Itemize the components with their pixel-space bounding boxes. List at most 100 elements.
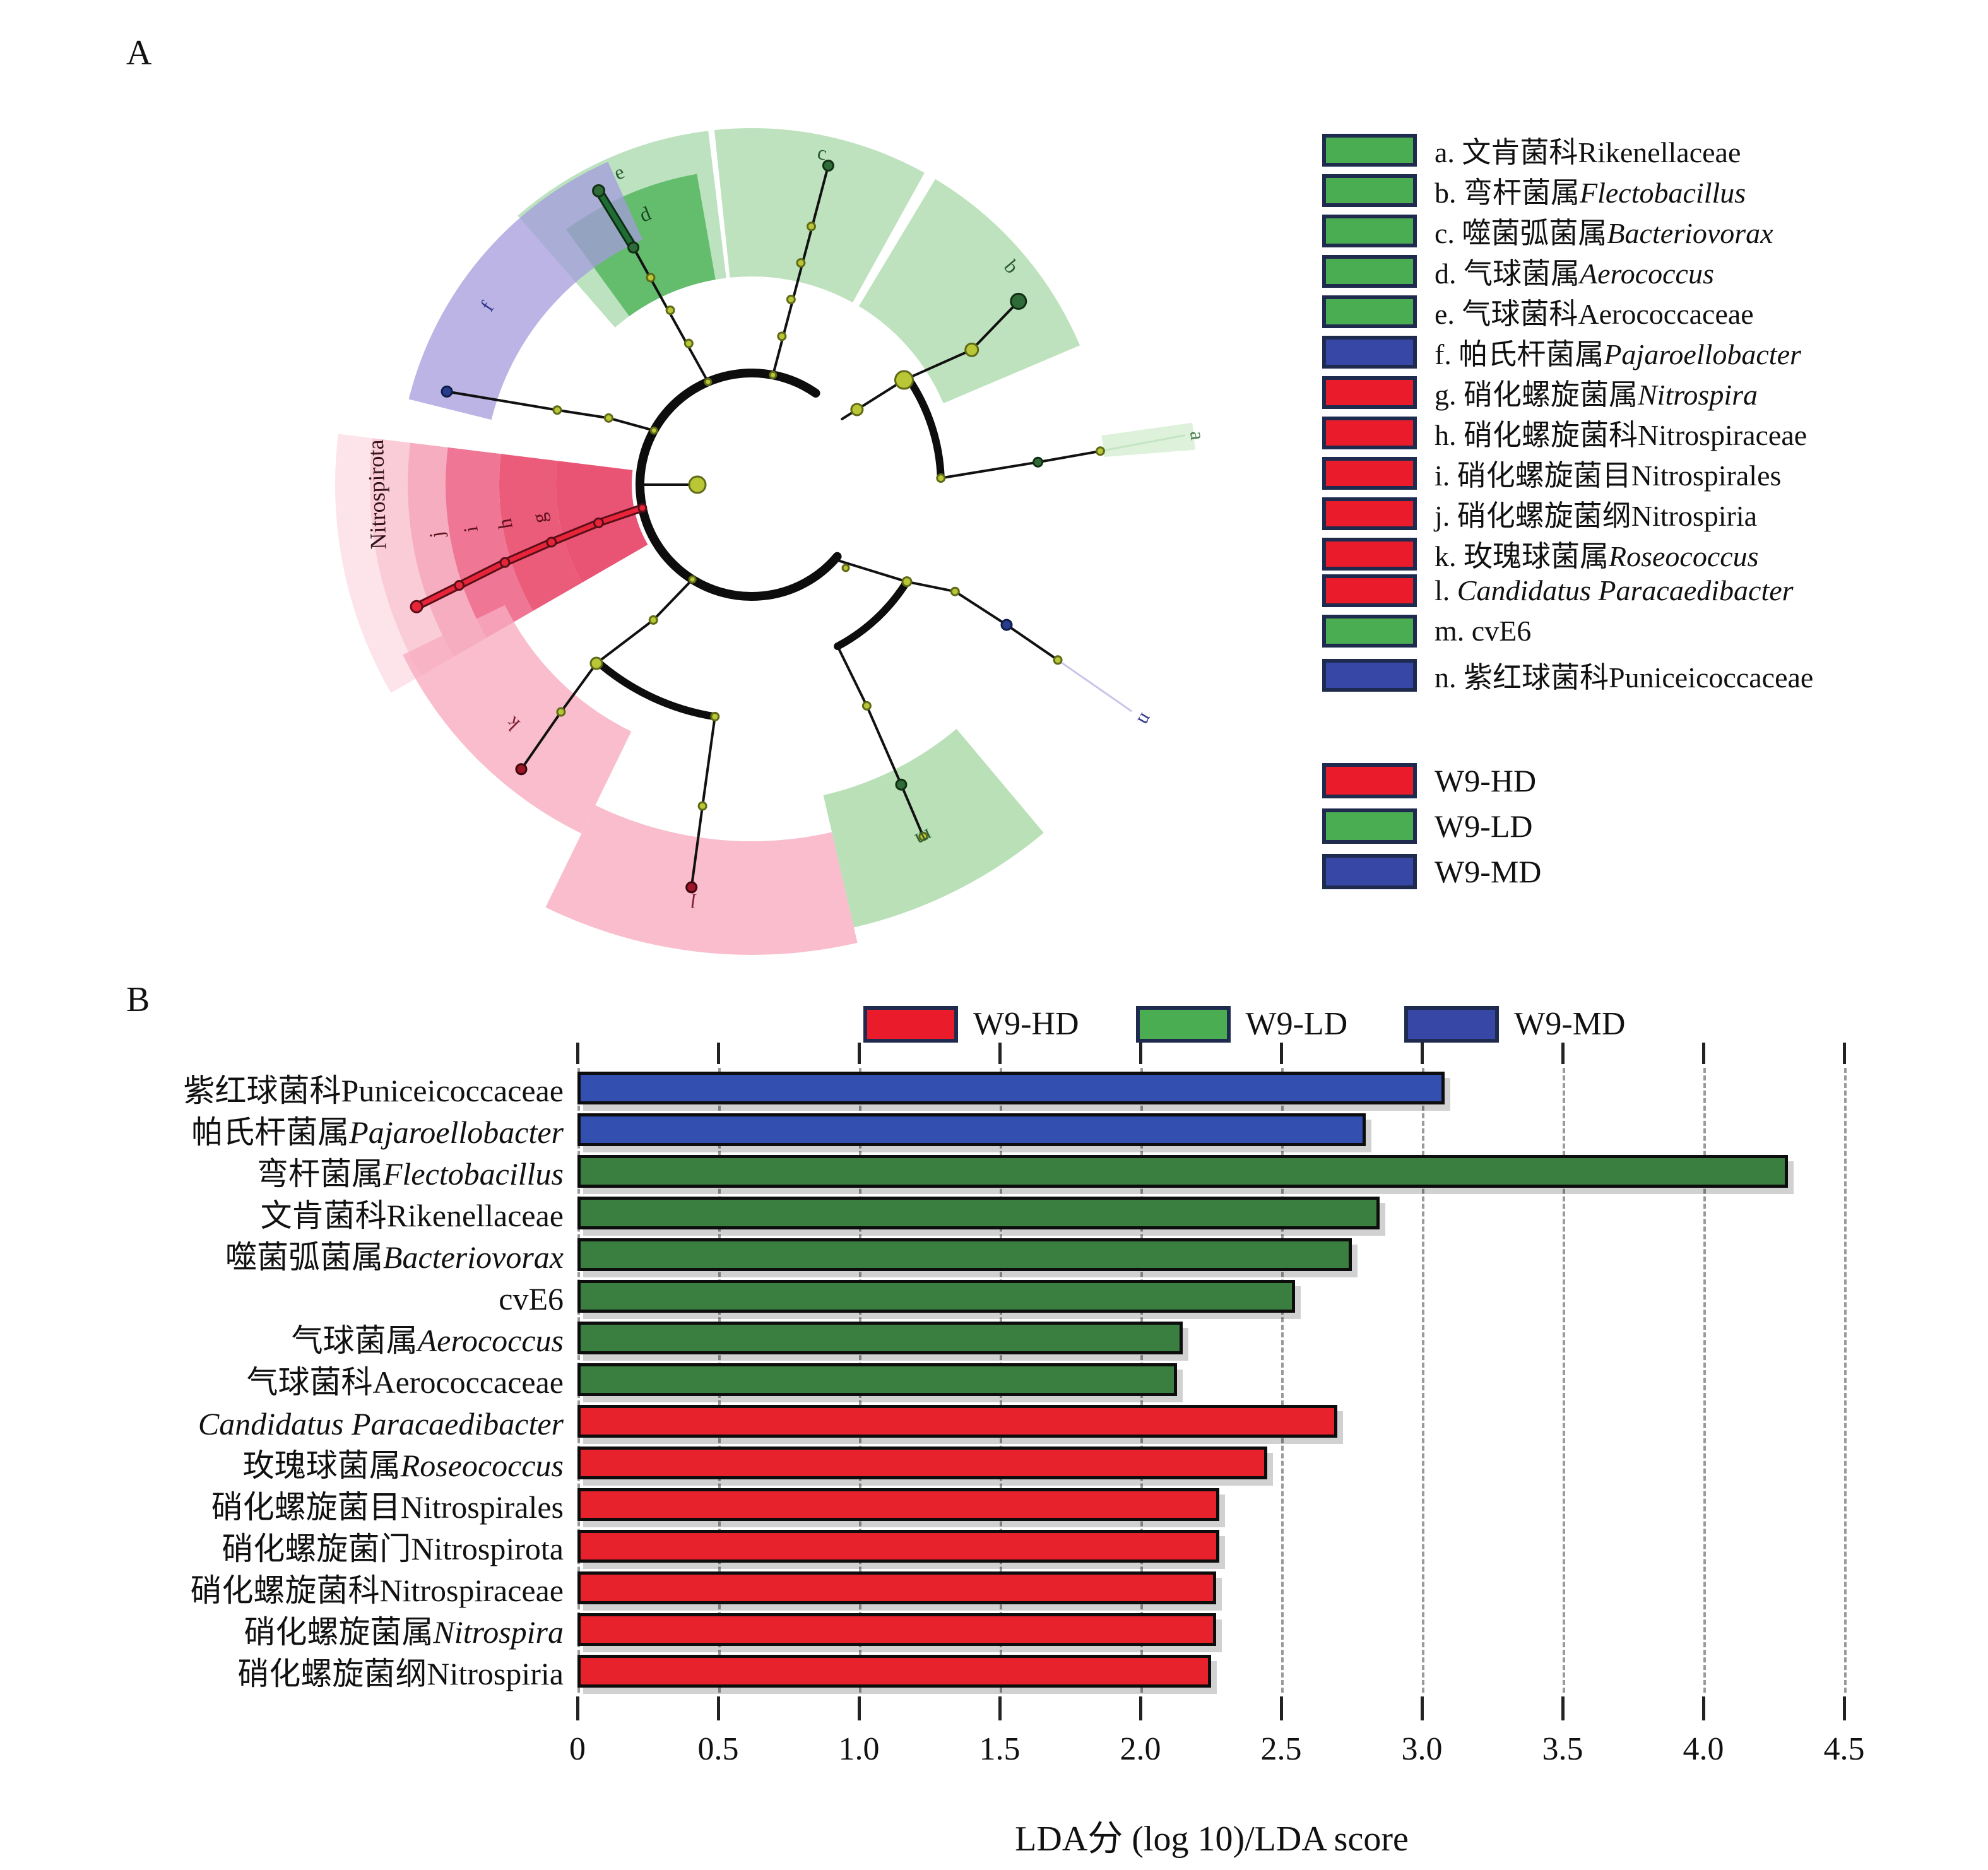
bar-category-label: 硝化螺旋菌科Nitrospiraceae bbox=[190, 1573, 564, 1608]
legend-group-label: W9-HD bbox=[1435, 763, 1537, 798]
legend-color-swatch bbox=[1322, 574, 1417, 607]
legend-taxa-label: g. 硝化螺旋菌属Nitrospira bbox=[1435, 379, 1758, 411]
cladogram-node-olive bbox=[688, 475, 707, 494]
lda-bar bbox=[577, 1488, 1219, 1521]
lda-bar bbox=[577, 1530, 1219, 1563]
legend-taxa-label: b. 弯杆菌属Flectobacillus bbox=[1435, 177, 1746, 209]
cladogram-node-dkgreen bbox=[1032, 456, 1044, 468]
legend-taxa-label: a. 文肯菌科Rikenellaceae bbox=[1435, 136, 1741, 169]
legend-color-swatch bbox=[863, 1005, 958, 1043]
bar-category-label: 硝化螺旋菌目Nitrospirales bbox=[211, 1489, 564, 1525]
cladogram-node-redring bbox=[454, 580, 465, 591]
cladogram-letter-label: n bbox=[1133, 709, 1158, 730]
legend-taxa-row: c. 噬菌弧菌属Bacteriovorax bbox=[1322, 210, 1773, 252]
gridline bbox=[1844, 1068, 1847, 1693]
axis-tick-bottom bbox=[576, 1696, 579, 1720]
cladogram-branch bbox=[1099, 434, 1186, 453]
axis-tick-top bbox=[1421, 1043, 1424, 1064]
lda-bar bbox=[577, 1155, 1788, 1188]
cladogram-wedge bbox=[446, 447, 533, 638]
cladogram-branch bbox=[596, 188, 636, 251]
bar-category-label: cvE6 bbox=[499, 1281, 564, 1317]
gridline bbox=[718, 1068, 721, 1693]
legend-taxa-row: i. 硝化螺旋菌目Nitrospirales bbox=[1322, 453, 1781, 494]
cladogram-letter-label: g bbox=[527, 512, 551, 525]
gridline bbox=[1000, 1068, 1002, 1693]
legend-color-swatch bbox=[1322, 376, 1417, 409]
x-tick-label: 0.5 bbox=[697, 1731, 739, 1767]
cladogram-branch bbox=[939, 449, 1102, 480]
bar-category-label: 气球菌属Aerococcus bbox=[291, 1323, 564, 1358]
cladogram-node-olive bbox=[710, 711, 720, 721]
lda-bar bbox=[577, 1113, 1366, 1146]
cladogram-node-olive bbox=[950, 586, 960, 596]
gridline bbox=[577, 1068, 580, 1693]
cladogram-arc bbox=[636, 369, 842, 601]
cladogram-node-olive bbox=[936, 473, 946, 483]
legend-color-swatch bbox=[1322, 336, 1417, 369]
cladogram-node-olive bbox=[649, 426, 658, 435]
cladogram-branch bbox=[833, 558, 908, 583]
legend-taxa-row: l. Candidatus Paracaedibacter bbox=[1322, 574, 1794, 607]
legend-group-item: W9-MD bbox=[1404, 1005, 1625, 1043]
lda-bar bbox=[577, 1655, 1211, 1688]
legend-taxa-label: e. 气球菌科Aerococcaceae bbox=[1435, 298, 1754, 330]
axis-tick-bottom bbox=[1561, 1696, 1565, 1720]
legend-color-swatch bbox=[1322, 854, 1417, 889]
cladogram-letter-label: h bbox=[493, 517, 517, 530]
legend-taxa-label: j. 硝化螺旋菌纲Nitrospiria bbox=[1435, 500, 1758, 532]
cladogram-arc bbox=[593, 658, 719, 721]
axis-tick-bottom bbox=[717, 1696, 720, 1720]
cladogram-arc bbox=[834, 577, 911, 651]
axis-tick-bottom bbox=[998, 1696, 1002, 1720]
legend-group-row: W9-MD bbox=[1322, 853, 1541, 890]
legend-taxa-label: h. 硝化螺旋菌科Nitrospiraceae bbox=[1435, 419, 1808, 451]
bar-category-label: 硝化螺旋菌门Nitrospirota bbox=[222, 1531, 564, 1566]
legend-group-label: W9-MD bbox=[1435, 854, 1542, 889]
legend-group-label: W9-LD bbox=[1245, 1006, 1348, 1042]
cladogram-node-redring bbox=[499, 557, 511, 568]
axis-tick-bottom bbox=[1421, 1696, 1424, 1720]
cladogram-node-blue bbox=[1000, 618, 1013, 631]
cladogram-node-olive bbox=[777, 331, 787, 341]
axis-tick-bottom bbox=[858, 1696, 861, 1720]
cladogram-node-olive bbox=[1053, 655, 1063, 665]
x-tick-label: 1.5 bbox=[979, 1731, 1021, 1767]
legend-taxa-label: l. Candidatus Paracaedibacter bbox=[1435, 574, 1794, 607]
cladogram-wedge bbox=[858, 179, 1080, 404]
bar-category-label: 硝化螺旋菌属Nitrospira bbox=[244, 1614, 564, 1650]
axis-tick-top bbox=[1561, 1043, 1565, 1064]
x-tick-label: 0 bbox=[569, 1731, 586, 1767]
legend-color-swatch bbox=[1322, 659, 1417, 692]
legend-taxa-row: n. 紫红球菌科Puniceicoccaceae bbox=[1322, 654, 1813, 696]
legend-group-item: W9-HD bbox=[863, 1005, 1079, 1043]
cladogram-node-olive bbox=[964, 342, 979, 357]
legend-taxa-label: i. 硝化螺旋菌目Nitrospirales bbox=[1435, 459, 1782, 492]
legend-color-swatch bbox=[1322, 134, 1417, 167]
legend-taxa-row: j. 硝化螺旋菌纲Nitrospiria bbox=[1322, 493, 1757, 535]
axis-tick-top bbox=[858, 1043, 861, 1064]
cladogram-wedge bbox=[499, 454, 583, 611]
legend-color-swatch bbox=[1322, 763, 1417, 798]
axis-tick-top bbox=[1280, 1043, 1283, 1064]
legend-color-swatch bbox=[1404, 1005, 1500, 1043]
axis-tick-bottom bbox=[1843, 1696, 1846, 1720]
cladogram-node-dkgreen bbox=[822, 159, 834, 172]
cladogram-node-olive bbox=[806, 222, 816, 232]
cladogram-node-olive bbox=[697, 801, 707, 811]
cladogram-wedge bbox=[545, 805, 858, 955]
legend-group-row: W9-LD bbox=[1322, 808, 1533, 844]
cladogram-node-olive bbox=[796, 258, 806, 268]
lda-bar bbox=[577, 1363, 1177, 1396]
axis-tick-bottom bbox=[1139, 1696, 1142, 1720]
gridline bbox=[1422, 1068, 1424, 1693]
bar-category-label: 硝化螺旋菌纲Nitrospiria bbox=[237, 1656, 564, 1691]
legend-taxa-row: e. 气球菌科Aerococcaceae bbox=[1322, 291, 1754, 333]
legend-taxa-row: h. 硝化螺旋菌科Nitrospiraceae bbox=[1322, 412, 1807, 454]
cladogram-node-olive bbox=[894, 370, 914, 390]
legend-color-swatch bbox=[1322, 417, 1417, 449]
legend-taxa-row: k. 玫瑰球菌属Roseococcus bbox=[1322, 533, 1759, 575]
cladogram-node-blue bbox=[441, 385, 453, 398]
panel-b-label: B bbox=[126, 980, 150, 1019]
